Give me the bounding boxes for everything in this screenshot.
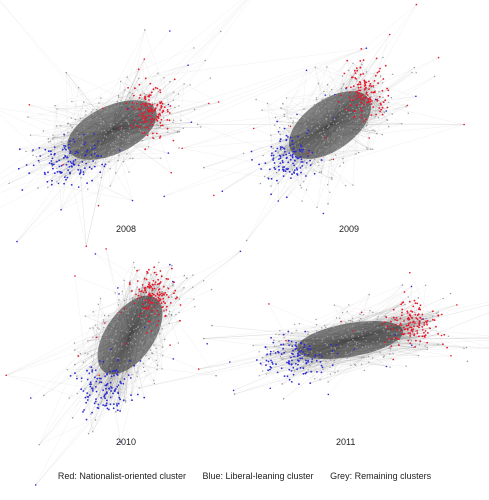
- network-panel-2008: [0, 0, 368, 247]
- network-nodes: [5, 248, 242, 486]
- network-panel-2011: [138, 271, 489, 400]
- year-label-2008: 2008: [116, 224, 137, 234]
- network-core: [289, 91, 371, 159]
- network-nodes: [8, 29, 368, 247]
- legend: Red: Nationalist-oriented cluster Blue: …: [0, 471, 489, 481]
- network-panel-2009: [163, 3, 465, 242]
- network-nodes: [163, 3, 465, 242]
- network-core: [97, 295, 163, 375]
- year-label-2011: 2011: [336, 437, 356, 447]
- network-nodes: [138, 271, 469, 400]
- year-label-2010: 2010: [116, 437, 137, 447]
- legend-grey-entry: Grey: Remaining clusters: [330, 471, 432, 481]
- network-panel-2010: [5, 248, 242, 486]
- legend-red-entry: Red: Nationalist-oriented cluster: [57, 471, 186, 481]
- legend-blue-entry: Blue: Liberal-leaning cluster: [202, 471, 314, 481]
- year-label-2009: 2009: [339, 224, 360, 234]
